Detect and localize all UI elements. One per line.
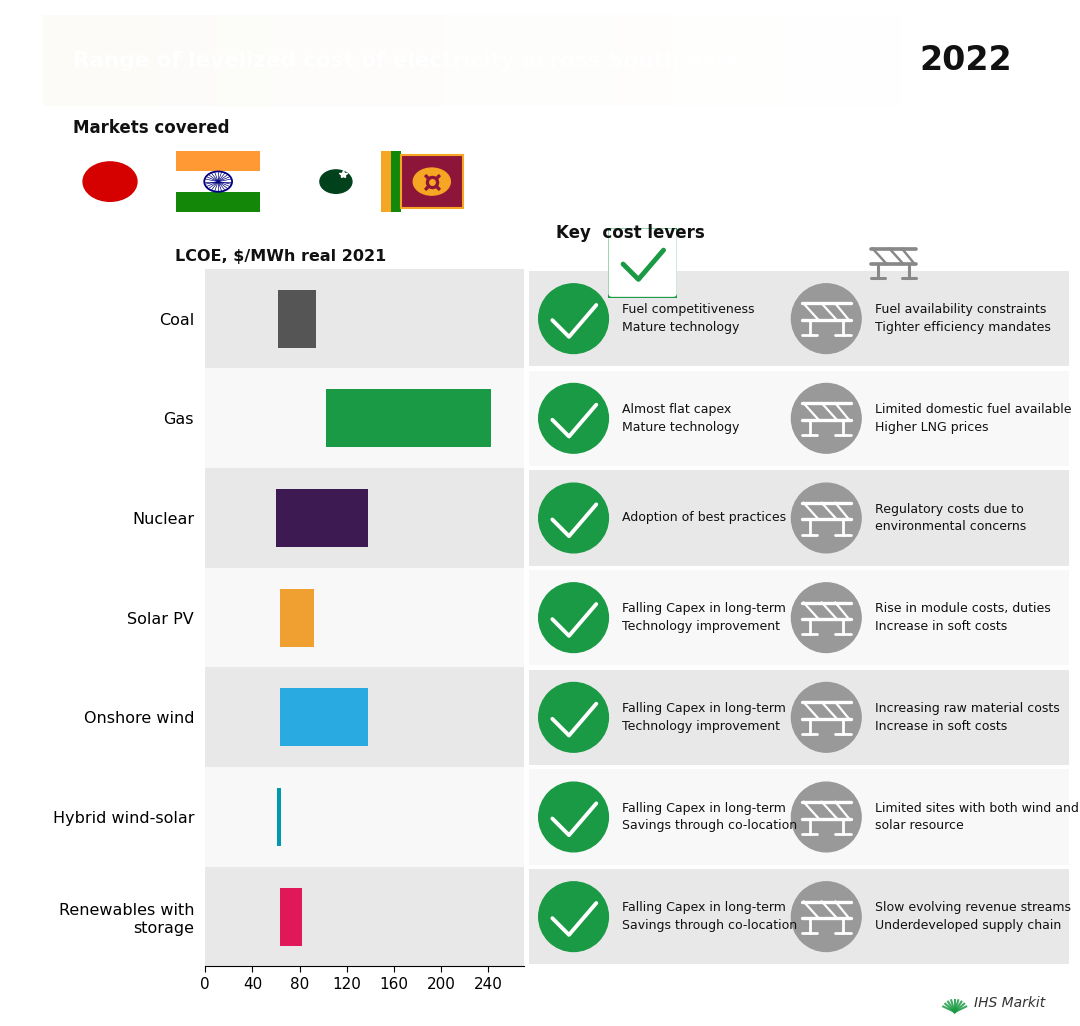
Bar <box>158 15 187 106</box>
Bar <box>205 668 524 767</box>
Bar <box>325 390 490 447</box>
Circle shape <box>539 782 608 852</box>
Bar <box>381 151 391 212</box>
Bar <box>205 767 524 867</box>
Bar <box>244 15 272 106</box>
Bar <box>276 489 368 547</box>
Text: 2022: 2022 <box>919 44 1012 77</box>
Text: Range of levelized cost of electricity across South Asia: Range of levelized cost of electricity a… <box>73 50 738 71</box>
Bar <box>588 15 616 106</box>
Circle shape <box>309 167 350 196</box>
Bar <box>816 15 845 106</box>
Circle shape <box>539 682 608 752</box>
Text: Key  cost levers: Key cost levers <box>556 224 705 242</box>
Text: Almost flat capex
Mature technology: Almost flat capex Mature technology <box>622 403 740 434</box>
Text: Adoption of best practices: Adoption of best practices <box>622 512 786 524</box>
Bar <box>205 368 524 468</box>
Bar <box>759 15 787 106</box>
Circle shape <box>539 483 608 553</box>
Bar <box>176 151 260 171</box>
Bar <box>391 151 401 212</box>
Circle shape <box>792 284 861 354</box>
Bar <box>730 15 759 106</box>
Bar <box>272 15 300 106</box>
Text: Increasing raw material costs
Increase in soft costs: Increasing raw material costs Increase i… <box>875 702 1059 733</box>
Circle shape <box>539 284 608 354</box>
Text: LCOE, $/MWh real 2021: LCOE, $/MWh real 2021 <box>175 249 387 264</box>
Bar <box>280 589 314 646</box>
Bar <box>787 15 816 106</box>
Bar <box>387 15 416 106</box>
Text: Falling Capex in long-term
Technology improvement: Falling Capex in long-term Technology im… <box>622 602 786 633</box>
Bar <box>616 15 644 106</box>
Text: Fuel competitiveness
Mature technology: Fuel competitiveness Mature technology <box>622 304 755 333</box>
Bar <box>501 15 530 106</box>
Circle shape <box>83 162 137 201</box>
Circle shape <box>792 682 861 752</box>
Bar <box>205 867 524 966</box>
Text: Falling Capex in long-term
Technology improvement: Falling Capex in long-term Technology im… <box>622 702 786 733</box>
Text: Fuel availability constraints
Tighter efficiency mandates: Fuel availability constraints Tighter ef… <box>875 304 1051 333</box>
Bar <box>71 15 100 106</box>
Circle shape <box>792 782 861 852</box>
Text: Rise in module costs, duties
Increase in soft costs: Rise in module costs, duties Increase in… <box>875 602 1051 633</box>
Text: Falling Capex in long-term
Savings through co-location: Falling Capex in long-term Savings throu… <box>622 902 797 932</box>
Circle shape <box>792 384 861 453</box>
Circle shape <box>792 583 861 653</box>
Text: ENERGY: ENERGY <box>674 72 737 86</box>
Bar <box>280 688 368 746</box>
Bar <box>278 788 281 845</box>
Circle shape <box>539 881 608 951</box>
Bar <box>205 269 524 368</box>
Bar <box>279 151 300 212</box>
Text: Limited sites with both wind and
solar resource: Limited sites with both wind and solar r… <box>875 801 1079 832</box>
Circle shape <box>414 168 450 195</box>
Text: Limited domestic fuel available
Higher LNG prices: Limited domestic fuel available Higher L… <box>875 403 1071 434</box>
FancyBboxPatch shape <box>606 227 679 299</box>
Bar <box>205 567 524 668</box>
Text: IHS Markit: IHS Markit <box>974 996 1045 1011</box>
Bar <box>130 15 158 106</box>
Circle shape <box>792 881 861 951</box>
Bar <box>205 468 524 567</box>
Bar <box>176 192 260 212</box>
Bar <box>644 15 673 106</box>
Bar <box>43 15 71 106</box>
Text: Markets covered: Markets covered <box>73 119 230 137</box>
Bar <box>280 887 302 946</box>
Circle shape <box>792 483 861 553</box>
Bar <box>100 15 130 106</box>
Circle shape <box>320 170 352 193</box>
Bar <box>300 15 329 106</box>
Circle shape <box>539 583 608 653</box>
Bar <box>874 15 902 106</box>
Text: Falling Capex in long-term
Savings through co-location: Falling Capex in long-term Savings throu… <box>622 801 797 832</box>
Bar <box>473 15 501 106</box>
Bar <box>401 155 463 208</box>
Bar <box>279 289 316 348</box>
Bar <box>215 15 244 106</box>
Text: Regulatory costs due to
environmental concerns: Regulatory costs due to environmental co… <box>875 503 1026 534</box>
Text: Slow evolving revenue streams
Underdeveloped supply chain: Slow evolving revenue streams Underdevel… <box>875 902 1071 932</box>
Bar <box>359 15 387 106</box>
Bar <box>845 15 874 106</box>
Bar <box>187 15 215 106</box>
Bar <box>702 15 730 106</box>
Bar <box>329 15 359 106</box>
Bar <box>673 15 702 106</box>
Bar <box>444 15 473 106</box>
Bar <box>530 15 558 106</box>
Bar <box>415 15 444 106</box>
Circle shape <box>539 384 608 453</box>
Bar <box>558 15 588 106</box>
